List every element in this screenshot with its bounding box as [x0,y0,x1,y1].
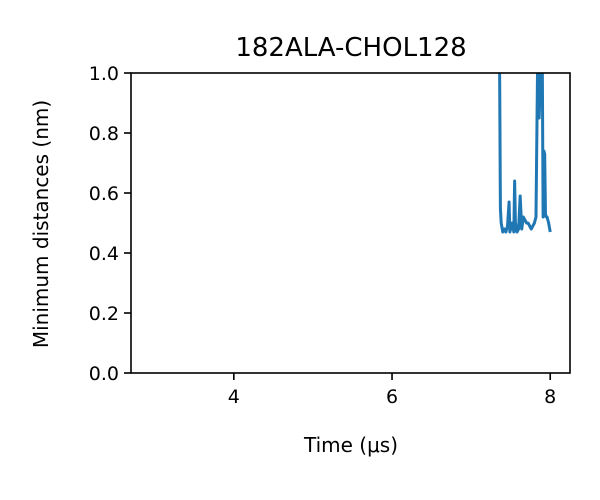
x-tick-label: 4 [228,386,240,408]
x-axis-label: Time (μs) [303,433,398,457]
plot-area: 4 6 8 0.0 0.2 0.4 0.6 0.8 1.0 [89,63,571,408]
series-line-0 [498,73,552,234]
axes-frame [130,72,571,374]
x-tick-label: 6 [386,386,398,408]
y-tick-label: 0.2 [89,303,119,325]
y-tick-label: 0.6 [89,183,119,205]
y-tick-label: 1.0 [89,63,119,85]
y-tick-label: 0.4 [89,243,119,265]
y-tick-label: 0.0 [89,363,119,385]
y-axis-label: Minimum distances (nm) [29,100,53,348]
y-tick-label: 0.8 [89,123,119,145]
chart-title: 182ALA-CHOL128 [235,33,466,63]
x-tick-label: 8 [544,386,556,408]
